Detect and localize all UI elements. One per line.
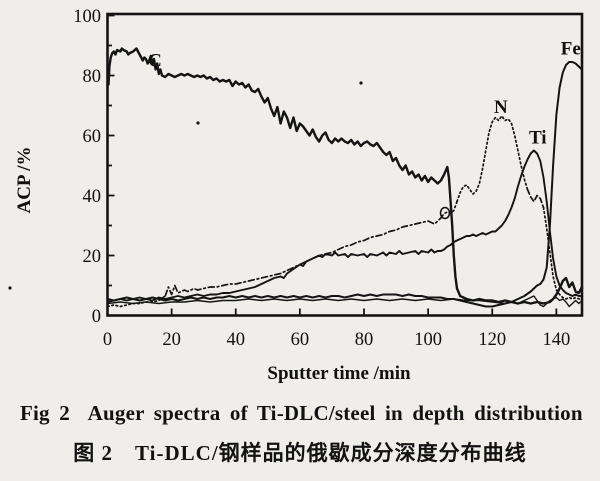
series-N-label: N: [494, 97, 508, 118]
series-N-line: [164, 200, 458, 297]
series-C-label: C: [148, 51, 162, 72]
scan-artifacts: [8, 81, 451, 290]
chart-canvas: 0 20 40 60 80 100 120 140 0 20 40 60 80 100 C N Ti Fe AC…: [8, 7, 584, 384]
axis-tick-labels: 0 20 40 60 80 100 120 140 0 20 40 60 80 100: [73, 7, 570, 350]
x-tick-label: 140: [542, 330, 570, 350]
x-axis-title: Sputter time /min: [267, 363, 411, 384]
series-Ti-line: [106, 149, 583, 303]
y-tick-label: 60: [83, 127, 102, 147]
series-N-line: [106, 295, 167, 308]
series-Fe-line: [106, 61, 583, 308]
series-Ti-label: Ti: [529, 128, 547, 149]
axis-ticks: [106, 14, 558, 317]
x-tick-label: 40: [226, 330, 245, 350]
x-tick-label: 60: [291, 330, 310, 350]
y-tick-label: 0: [92, 307, 101, 327]
x-tick-label: 80: [355, 330, 374, 350]
series-C-line: [107, 47, 584, 305]
figure-caption-chinese: 图 2 Ti-DLC/钢样品的俄歇成分深度分布曲线: [73, 441, 527, 465]
y-axis-title: ACP /%: [14, 146, 35, 213]
y-tick-label: 100: [73, 7, 101, 27]
series-unlabeled-line: [106, 295, 583, 308]
plot-border: [106, 12, 584, 317]
series-N-line: [542, 206, 583, 300]
scan-speck: [8, 286, 12, 290]
curve-crossing-ring: [439, 206, 451, 220]
x-tick-label: 0: [103, 330, 112, 350]
scan-speck: [359, 81, 363, 85]
x-tick-label: 20: [162, 330, 181, 350]
y-tick-label: 40: [83, 187, 102, 207]
scan-speck: [196, 121, 200, 125]
series-N-line: [526, 188, 545, 209]
series-N-line: [456, 115, 529, 203]
y-tick-label: 20: [83, 247, 102, 267]
y-tick-label: 80: [83, 67, 102, 87]
plot-frame: [106, 12, 584, 317]
figure-caption-english: Fig 2 Auger spectra of Ti-DLC/steel in d…: [20, 401, 583, 425]
x-tick-label: 100: [414, 330, 442, 350]
x-tick-label: 120: [478, 330, 506, 350]
series-labels: C N Ti Fe: [148, 39, 581, 149]
series-Fe-label: Fe: [561, 39, 581, 60]
series-lines: [106, 47, 584, 308]
